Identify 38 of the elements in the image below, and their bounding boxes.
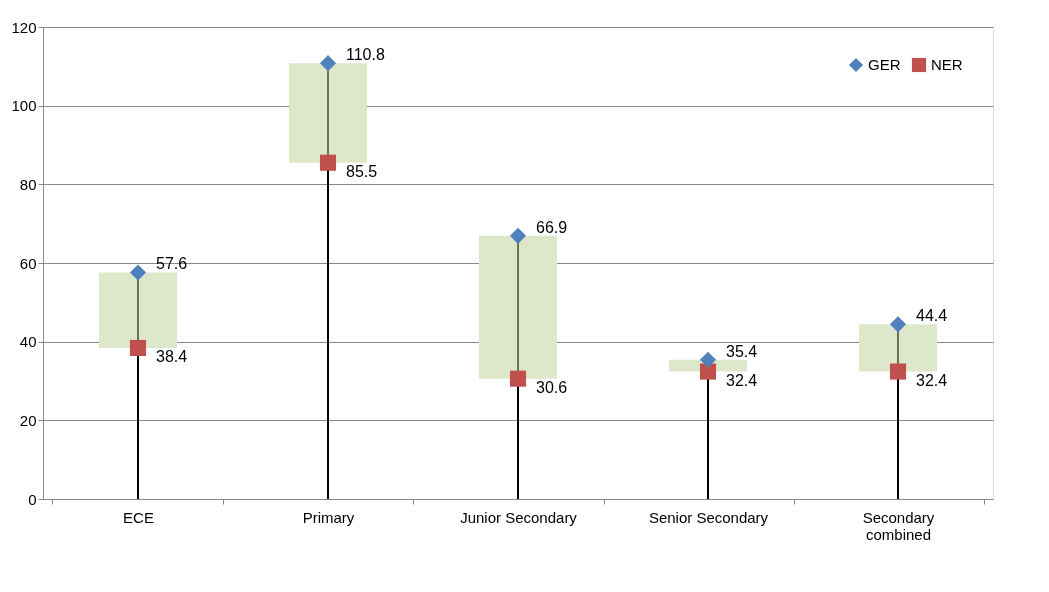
point xyxy=(129,264,147,281)
data-label: 44.4 xyxy=(916,307,948,325)
point xyxy=(889,363,907,380)
data-label: 57.6 xyxy=(156,255,188,273)
data-label: 32.4 xyxy=(726,371,758,389)
x-tick-label: Senior Secondary xyxy=(648,508,769,526)
y-tick-label: 0 xyxy=(28,490,37,508)
point xyxy=(699,351,717,368)
x-tick-label: Secondary combined xyxy=(862,508,935,543)
y-tick-label: 20 xyxy=(19,411,37,429)
point xyxy=(319,154,337,171)
y-tick-label: 40 xyxy=(19,333,37,351)
bar xyxy=(859,324,937,372)
point xyxy=(699,363,717,380)
data-label: 85.5 xyxy=(346,162,378,180)
data-label: 110.8 xyxy=(346,46,385,64)
bar xyxy=(479,235,557,379)
y-tick-label: 120 xyxy=(11,18,37,36)
point xyxy=(509,227,527,244)
point xyxy=(889,316,907,333)
data-label: 66.9 xyxy=(536,218,568,236)
point xyxy=(319,55,337,72)
legend-label: GER xyxy=(868,56,901,73)
y-tick-label: 100 xyxy=(11,97,37,115)
bar xyxy=(99,272,177,348)
data-label: 35.4 xyxy=(726,342,758,360)
data-label: 30.6 xyxy=(536,378,568,396)
legend-label: NER xyxy=(931,56,963,73)
point xyxy=(129,339,147,357)
y-tick-label: 80 xyxy=(19,175,37,193)
point xyxy=(509,370,527,387)
x-tick-label: Primary xyxy=(302,508,355,526)
y-tick-label: 60 xyxy=(19,254,37,272)
bar xyxy=(289,63,367,163)
x-tick-label: ECE xyxy=(123,508,154,526)
data-label: 38.4 xyxy=(156,347,188,365)
data-label: 32.4 xyxy=(916,371,948,389)
x-tick-label: Junior Secondary xyxy=(460,508,578,526)
